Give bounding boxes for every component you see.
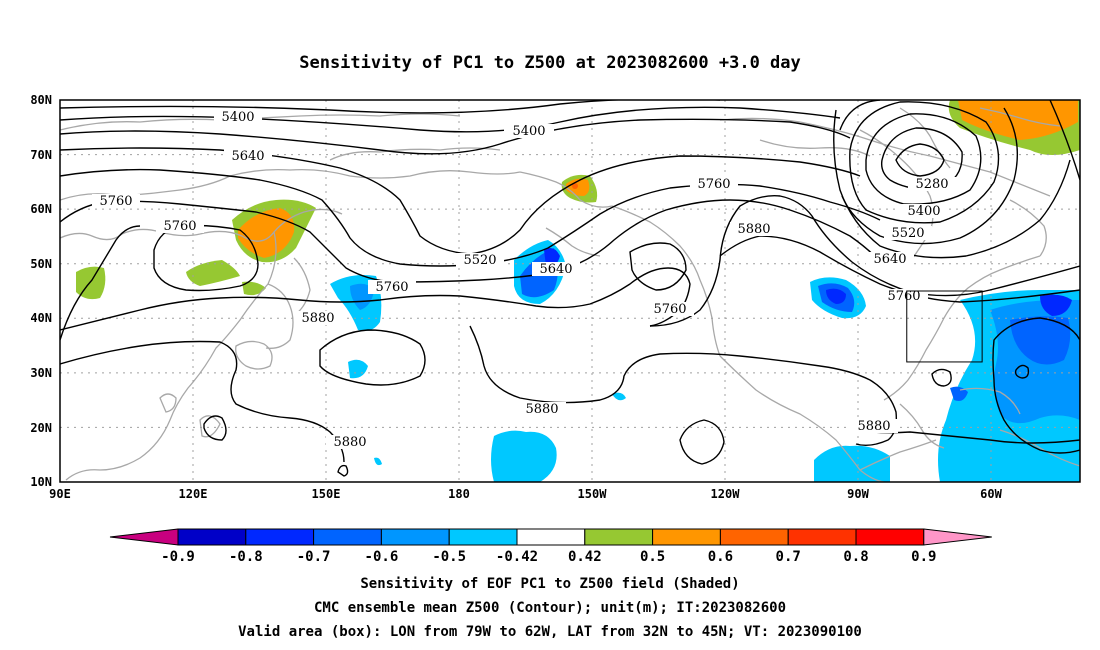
colorbar-tick-label: 0.9 <box>911 549 936 565</box>
colorbar-over-triangle <box>923 528 992 546</box>
contour-labels: 5400 5400 5640 5760 5760 5760 5520 5640 … <box>92 110 956 450</box>
lat-label: 10N <box>30 475 52 489</box>
colorbar-segment <box>245 528 315 546</box>
longitude-axis: 90E 120E 150E 180 150W 120W 90W 60W <box>49 487 1002 501</box>
contour-label: 5880 <box>857 419 890 434</box>
colorbar-tick-label: 0.5 <box>640 549 665 565</box>
colorbar-segment <box>787 528 857 546</box>
lon-label: 180 <box>448 487 470 501</box>
lat-label: 30N <box>30 366 52 380</box>
lon-label: 120W <box>711 487 741 501</box>
colorbar-under-triangle <box>109 528 179 546</box>
contour-label: 5760 <box>163 219 196 234</box>
colorbar-tick-label: -0.7 <box>297 549 331 565</box>
contour-label: 5880 <box>301 311 334 326</box>
contour-label: 5400 <box>512 124 545 139</box>
contour-label: 5760 <box>697 177 730 192</box>
footer-line-1: Sensitivity of EOF PC1 to Z500 field (Sh… <box>360 576 739 592</box>
colorbar-tick-label: -0.9 <box>161 549 195 565</box>
lat-label: 60N <box>30 202 52 216</box>
colorbar-segment <box>448 528 518 546</box>
contour-label: 5400 <box>907 204 940 219</box>
latitude-axis: 80N 70N 60N 50N 40N 30N 20N 10N <box>30 93 52 489</box>
lon-label: 90E <box>49 487 71 501</box>
lon-label: 120E <box>179 487 208 501</box>
lat-label: 80N <box>30 93 52 107</box>
colorbar-segment <box>719 528 789 546</box>
valid-area-box <box>906 290 983 363</box>
lon-label: 150E <box>312 487 341 501</box>
contour-label: 5760 <box>375 280 408 295</box>
colorbar-tick-label: -0.5 <box>432 549 466 565</box>
contour-label: 5760 <box>99 194 132 209</box>
contour-label: 5640 <box>231 149 264 164</box>
map-area: 5400 5400 5640 5760 5760 5760 5520 5640 … <box>60 100 1080 482</box>
lat-label: 50N <box>30 257 52 271</box>
map-frame <box>59 99 1081 483</box>
colorbar-tick-label: 0.8 <box>843 549 868 565</box>
lat-label: 20N <box>30 421 52 435</box>
contour-label: 5760 <box>887 289 920 304</box>
colorbar-tick-label: 0.6 <box>708 549 733 565</box>
colorbar-segment <box>584 528 654 546</box>
contour-label: 5760 <box>653 302 686 317</box>
contour-label: 5400 <box>221 110 254 125</box>
colorbar-tick-label: 0.42 <box>568 549 602 565</box>
colorbar-segment <box>177 528 247 546</box>
contour-label: 5520 <box>463 253 496 268</box>
contour-label: 5520 <box>891 226 924 241</box>
colorbar-segment <box>652 528 721 546</box>
footer-line-2: CMC ensemble mean Z500 (Contour); unit(m… <box>314 600 786 616</box>
contour-label: 5880 <box>525 402 558 417</box>
colorbar: -0.9 -0.8 -0.7 -0.6 -0.5 -0.42 0.42 0.5 0.6 0.7 0.… <box>109 528 992 565</box>
map-title: Sensitivity of PC1 to Z500 at 2023082600… <box>299 53 801 73</box>
lat-label: 40N <box>30 311 52 325</box>
colorbar-segment <box>516 528 586 546</box>
contour-label: 5280 <box>915 177 948 192</box>
colorbar-tick-label: 0.7 <box>776 549 801 565</box>
lon-label: 60W <box>980 487 1002 501</box>
lat-label: 70N <box>30 148 52 162</box>
colorbar-segment <box>313 528 382 546</box>
contour-label: 5880 <box>737 222 770 237</box>
colorbar-tick-label: -0.8 <box>229 549 263 565</box>
lon-label: 90W <box>847 487 869 501</box>
lon-label: 150W <box>578 487 608 501</box>
colorbar-segment <box>380 528 450 546</box>
colorbar-tick-label: -0.6 <box>365 549 399 565</box>
contour-label: 5880 <box>333 435 366 450</box>
footer-line-3: Valid area (box): LON from 79W to 62W, L… <box>238 624 862 640</box>
colorbar-segment <box>855 528 925 546</box>
colorbar-tick-label: -0.42 <box>496 549 538 565</box>
contour-label: 5640 <box>539 262 572 277</box>
contour-label: 5640 <box>873 252 906 267</box>
